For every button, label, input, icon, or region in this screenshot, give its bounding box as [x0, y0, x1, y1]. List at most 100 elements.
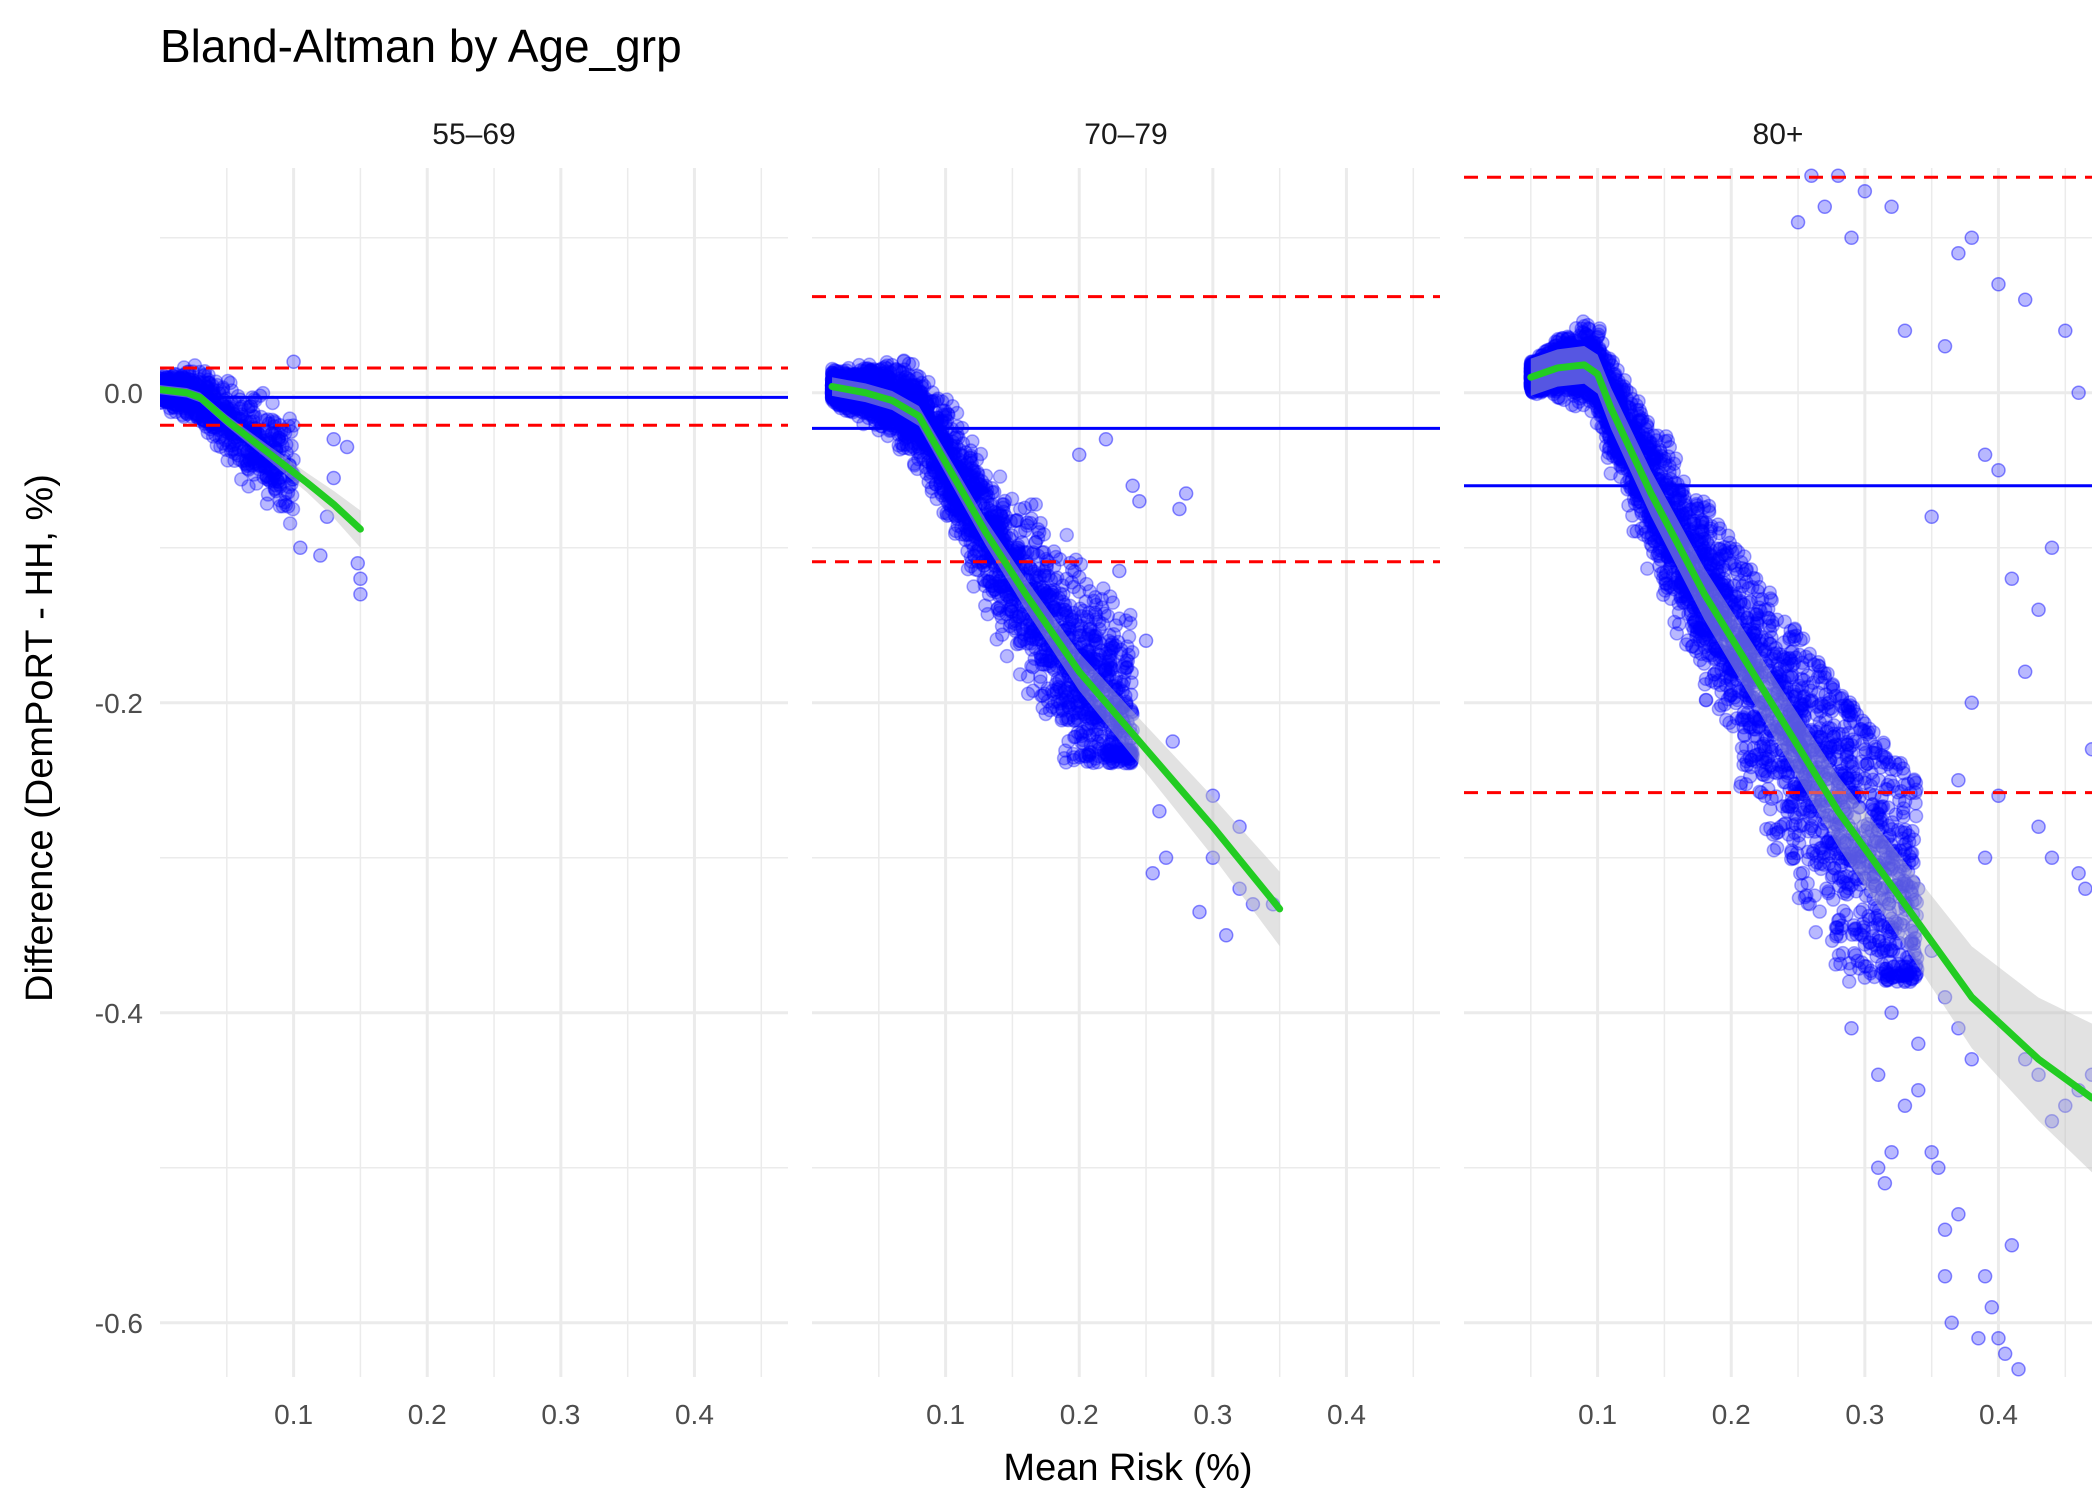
scatter-point [904, 374, 917, 387]
outlier-point [1160, 851, 1173, 864]
scatter-point [1843, 975, 1856, 988]
outlier-point [294, 541, 307, 554]
outlier-point [1099, 433, 1112, 446]
scatter-point [1038, 569, 1051, 582]
facet-panels: 55–690.1 0.2 0.3 0.470–790.1 0.2 0.3 0.480+0.1… [154, 118, 2099, 1430]
outlier-point [1193, 906, 1206, 919]
x-tick-label: 0.3 [541, 1399, 580, 1430]
scatter-point [1080, 578, 1093, 591]
scatter-point [207, 388, 220, 401]
scatter-point [897, 438, 910, 451]
outlier-point [351, 557, 364, 570]
scatter-point [1074, 558, 1087, 571]
scatter-point [1112, 636, 1125, 649]
facet-panel-3: 80+0.1 0.2 0.3 0.4 [1464, 118, 2099, 1430]
scatter-point [228, 443, 241, 456]
scatter-point [1029, 498, 1042, 511]
scatter-point [248, 457, 261, 470]
scatter-point [1104, 590, 1117, 603]
scatter-point [937, 506, 950, 519]
outlier-point [1180, 487, 1193, 500]
panel-plot-area [1464, 169, 2099, 1391]
scatter-point [935, 474, 948, 487]
outlier-point [327, 433, 340, 446]
scatter-point [908, 459, 921, 472]
scatter-point [244, 400, 257, 413]
scatter-point [1122, 757, 1135, 770]
scatter-point [1124, 608, 1137, 621]
outlier-point [1173, 503, 1186, 516]
outlier-point [1220, 929, 1233, 942]
x-tick-label: 0.3 [1193, 1399, 1232, 1430]
scatter-point [1105, 735, 1118, 748]
facet-strip-label: 80+ [1753, 118, 1804, 151]
scatter-point [1116, 660, 1129, 673]
x-tick-label: 0.1 [926, 1399, 965, 1430]
x-tick-label: 0.2 [1712, 1399, 1751, 1430]
scatter-point [201, 426, 214, 439]
outlier-point [1073, 448, 1086, 461]
x-tick-label: 0.3 [1845, 1399, 1884, 1430]
outlier-point [1140, 634, 1153, 647]
scatter-point [1084, 622, 1097, 635]
outlier-point [327, 472, 340, 485]
scatter-point [990, 633, 1003, 646]
scatter-point [994, 470, 1007, 483]
scatter-point [235, 473, 248, 486]
outlier-point [1133, 495, 1146, 508]
scatter-point [966, 435, 979, 448]
scatter-point [995, 611, 1008, 624]
scatter-point [914, 387, 927, 400]
scatter-point [937, 404, 950, 417]
facet-panel-1: 55–690.1 0.2 0.3 0.4 [154, 118, 788, 1430]
x-tick-label: 0.4 [1327, 1399, 1366, 1430]
scatter-point [994, 507, 1007, 520]
scatter-point [250, 477, 263, 490]
x-tick-label: 0.1 [274, 1399, 313, 1430]
scatter-point [953, 448, 966, 461]
scatter-point [284, 517, 297, 530]
chart-title: Bland-Altman by Age_grp [160, 20, 682, 72]
x-tick-label: 0.2 [1060, 1399, 1099, 1430]
scatter-point [1058, 752, 1071, 765]
facet-panel-2: 70–79 0.1 0.2 0.3 0.4 [812, 118, 1440, 1430]
scatter-point [988, 485, 1001, 498]
panel-grid [160, 168, 788, 1377]
facet-strip-label: 70–79 [1084, 118, 1167, 151]
scatter-point [188, 359, 201, 372]
facet-strip-label: 55–69 [432, 118, 515, 151]
outlier-point [354, 588, 367, 601]
panel-grid [812, 168, 1440, 1377]
outlier-point [1166, 735, 1179, 748]
scatter-point [1014, 668, 1027, 681]
scatter-point [1017, 612, 1030, 625]
scatter-point [1060, 529, 1073, 542]
scatter-point [1029, 536, 1042, 549]
scatter-point [848, 368, 861, 381]
scatter-point [989, 583, 1002, 596]
scatter-point [1028, 652, 1041, 665]
scatter-point [282, 500, 295, 513]
outlier-point [1146, 867, 1159, 880]
outlier-point [341, 441, 354, 454]
scatter-point [1077, 604, 1090, 617]
outlier-point [314, 549, 327, 562]
scatter-point [1061, 682, 1074, 695]
scatter-point [271, 426, 284, 439]
scatter-point [950, 430, 963, 443]
outlier-point [1126, 479, 1139, 492]
outlier-point [1153, 805, 1166, 818]
scatter-point [283, 412, 296, 425]
scatter-point [224, 376, 237, 389]
scatter-point [906, 358, 919, 371]
scatter-point [1078, 749, 1091, 762]
outlier-point [1113, 565, 1126, 578]
scatter-point [1035, 689, 1048, 702]
scatter-point [1062, 701, 1075, 714]
scatter-point [882, 371, 895, 384]
scatter-point [967, 580, 980, 593]
outlier-point [287, 355, 300, 368]
scatter-point [1641, 562, 1654, 575]
x-tick-label: 0.4 [1979, 1399, 2018, 1430]
